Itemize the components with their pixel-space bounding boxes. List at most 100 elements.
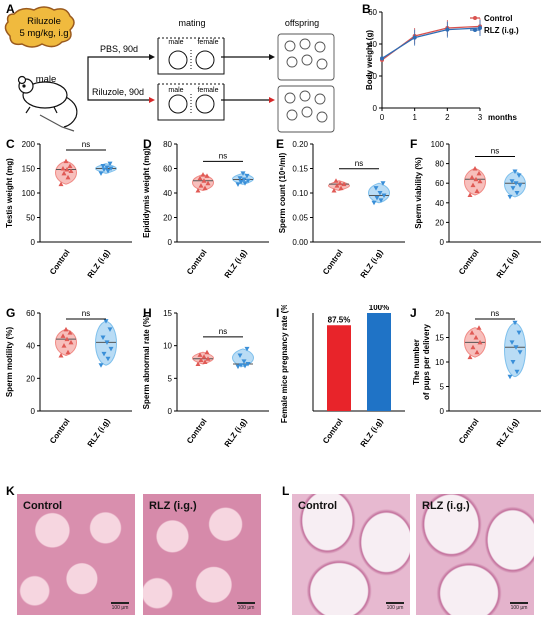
data-point [516,173,522,178]
data-point [245,361,251,367]
y-tick-label: 0 [31,407,36,416]
mating-label: mating [178,18,205,28]
data-point [474,349,480,355]
legend-label: Control [484,14,512,23]
drug-badge [4,6,75,48]
y-tick-label: 10 [163,342,172,351]
y-tick-label: 20 [368,72,377,81]
y-tick-label: 60 [163,165,172,174]
y-tick-label: 0 [31,238,36,247]
data-point [61,170,67,176]
legend-marker [473,28,477,32]
panel-letter-k: K [6,484,15,498]
data-point [512,320,518,326]
data-point [517,183,523,188]
x-category-label: Control [321,248,345,276]
y-tick-label: 40 [26,342,35,351]
x-category-label: Control [185,417,209,445]
data-point [238,363,244,368]
data-point [373,186,379,191]
significance-label: ns [491,309,499,318]
y-tick-label: 20 [435,218,444,227]
data-point [472,166,478,171]
data-point [242,363,248,369]
scale-bar: 100 μm [111,602,129,611]
scale-bar: 100 μm [237,602,255,611]
y-tick-label: 0.00 [292,238,308,247]
sperm-viability-chart: 0 20 40 60 80 100 Sperm viability (%) ns Control… [414,140,541,280]
x-category-label: RLZ (i.g) [86,417,112,449]
data-point [107,161,113,167]
data-point [67,163,73,169]
sperm-motility-chart: 0 20 40 60 Sperm motility (%) ns Control RLZ (i… [5,309,132,449]
testis-weight-chart: 0 50 100 150 200 Testis weight (mg) ns Control R… [5,140,132,280]
y-tick-label: 40 [368,40,377,49]
y-axis-label: Sperm abnormal rate (%) [142,314,151,409]
pregnancy-rate-chart: Female mice pregnancy rate (%) 87.5% 100% C… [280,305,405,449]
histology-l-control: Control 100 μm [292,494,410,615]
y-tick-label: 0 [440,407,445,416]
data-point [371,200,377,206]
data-point [338,185,344,191]
data-point [105,168,111,174]
offspring-cage-bottom [277,85,335,133]
sperm-count-chart: 0.00 0.05 0.10 0.15 0.20 Sperm count (10⁶/ml)… [278,140,405,280]
series-line [381,25,481,61]
riluzole-label: Riluzole, 90d [92,87,144,97]
data-point [200,172,206,177]
histology-k-control: Control 100 μm [17,494,135,615]
data-point [333,178,339,183]
violin-shape [95,320,117,366]
y-axis-label: Epididymis weight (mg) [142,148,151,238]
data-point [197,352,203,357]
data-point [235,182,241,187]
x-category-label: RLZ (i.g) [223,417,249,449]
panel-letter-i: I [276,306,280,320]
histology-l-rlz: RLZ (i.g.) 100 μm [416,494,534,615]
x-category-label: RLZ (i.g) [359,248,385,280]
arrow-head-pbs [149,54,155,60]
data-point [108,346,114,352]
data-point [509,340,515,345]
bar-value-label: 100% [369,305,389,312]
data-point [61,343,67,348]
x-category-label: Control [48,248,72,276]
female-label-top: female [197,39,218,46]
data-point [241,359,247,364]
y-tick-label: 40 [163,189,172,198]
significance-label: ns [82,309,90,318]
data-point [195,361,201,366]
data-point [244,346,250,352]
data-point [378,198,384,203]
y-tick-label: 100 [22,189,36,198]
data-point [103,319,109,324]
data-point [334,183,340,188]
data-point [237,176,243,181]
data-point [60,166,66,171]
arrow-head-offspring-bottom [269,97,275,103]
data-point [478,26,482,30]
data-point [467,192,473,197]
x-category-label: Control [321,417,345,445]
x-tick-label: 3 [478,113,483,122]
data-point [197,175,203,181]
data-point [507,194,513,200]
drug-name: Riluzole [27,16,61,27]
data-point [476,325,482,330]
histology-k-control-label: Control [23,500,63,512]
y-tick-label: 20 [163,214,172,223]
data-point [469,174,475,180]
data-point [513,345,519,350]
data-point [63,158,69,164]
x-category-label: RLZ (i.g) [86,248,112,280]
violin-shape [504,322,526,378]
epididymis-weight-chart: 0 20 40 60 80 Epididymis weight (mg) ns Control… [142,140,269,280]
data-point [238,179,244,185]
data-point [201,178,207,183]
data-point [100,335,106,340]
y-tick-label: 20 [435,309,444,318]
y-tick-label: 0.20 [292,140,308,149]
significance-label: ns [219,327,227,336]
legend-label: RLZ (i.g.) [484,26,519,35]
y-tick-label: 80 [435,160,444,169]
